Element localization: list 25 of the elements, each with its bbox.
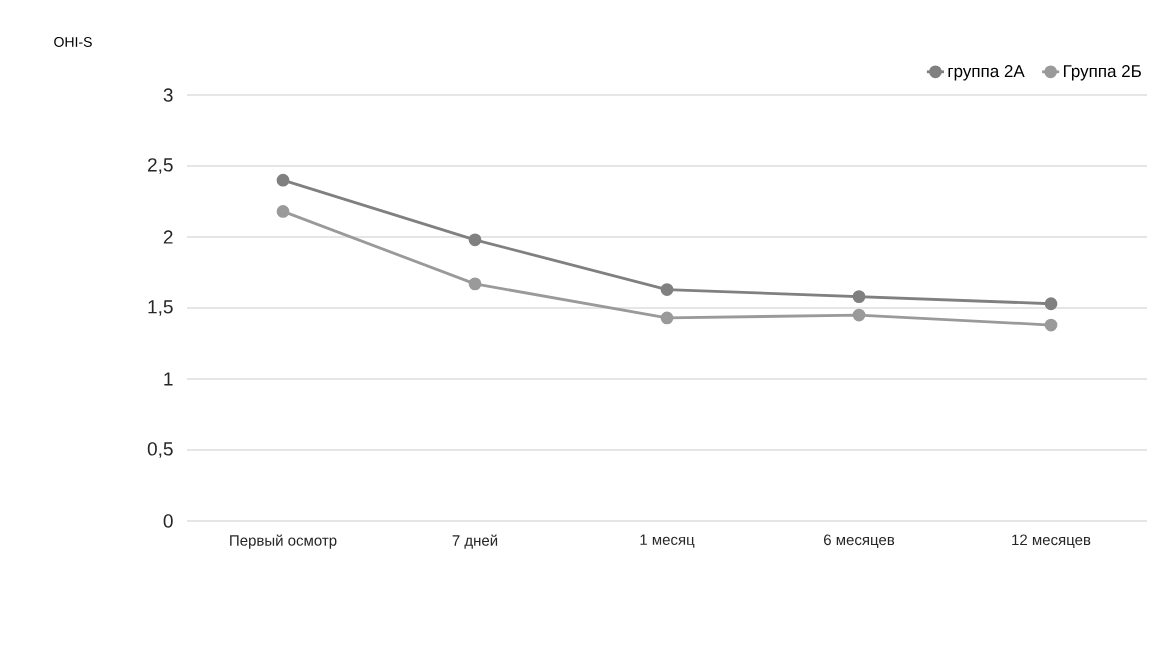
point — [660, 283, 674, 296]
point — [468, 277, 482, 291]
x-tick-label: 6 месяцев — [824, 534, 895, 548]
point — [1044, 297, 1058, 311]
x-tick-label: 1 месяц — [640, 534, 695, 548]
x-tick-label: 12 месяцев — [1012, 534, 1091, 548]
point — [852, 308, 866, 322]
legend-label: группа 2А — [948, 65, 1025, 81]
y-tick-label: 3 — [163, 88, 173, 102]
y-tick-label: 1 — [164, 372, 173, 386]
legend-label: Группа 2Б — [1063, 65, 1141, 81]
point — [852, 290, 866, 304]
y-tick-label: 2,5 — [148, 158, 173, 174]
y-tick-label: 0 — [163, 514, 173, 528]
x-tick-label: Первый осмотр — [230, 534, 337, 549]
y-axis-title: OHI-S — [54, 37, 92, 47]
y-tick-label: 1,5 — [148, 300, 173, 316]
x-tick-label: 7 дней — [452, 534, 498, 549]
point — [276, 205, 290, 218]
point — [468, 233, 482, 247]
point — [660, 311, 674, 325]
point — [276, 173, 290, 187]
y-tick-label: 0,5 — [147, 442, 173, 458]
point — [1044, 318, 1058, 332]
y-tick-label: 2 — [163, 230, 173, 244]
